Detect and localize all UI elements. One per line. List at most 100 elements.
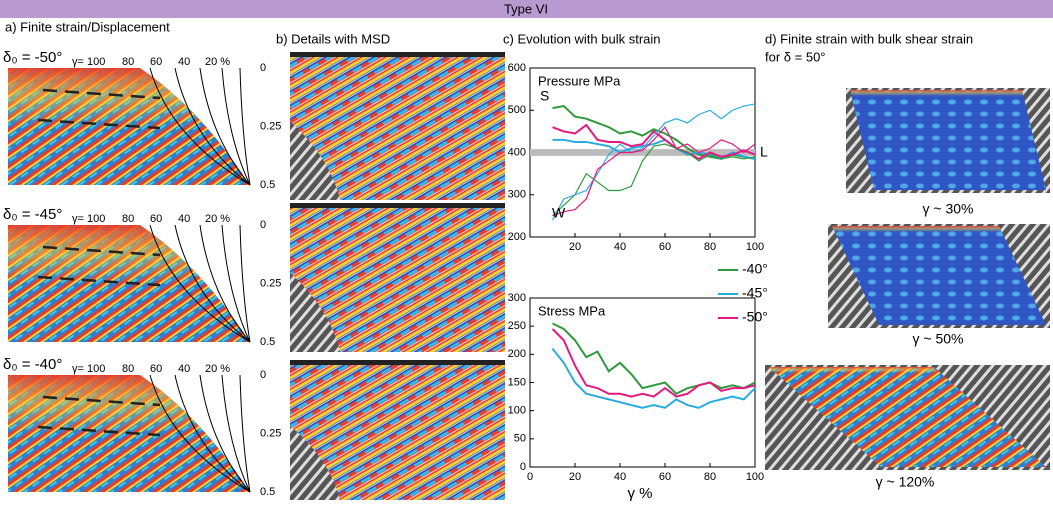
x-tick-label: 40 [614,241,626,253]
top-bar [290,203,505,208]
displacement-curve [221,374,251,493]
x-tick-label: 80 [704,241,716,253]
sheared-block [850,90,1046,190]
series-line [551,103,756,221]
depth-label: 0 [260,219,266,231]
depth-label: 0 [260,62,266,74]
displacement-curve [239,67,251,186]
subpanel-label: δ₀ = -50° [3,49,62,66]
gamma-label: 60 [150,56,162,68]
sheared-block [832,226,1046,325]
depth-label: 0.25 [260,427,281,439]
y-tick-label: 50 [514,433,526,445]
sheared-top [769,367,940,379]
displacement-curve [149,374,251,493]
depth-label: 0.25 [260,120,281,132]
msd-grey [290,121,340,200]
depth-label: 0.5 [260,486,275,498]
legend-label: -45° [742,285,768,301]
sheared-top [850,90,1028,102]
y-tick-label: 300 [508,189,526,201]
x-tick-label: 20 [569,471,581,483]
x-tick-label: 60 [659,241,671,253]
free-surface [140,373,255,492]
sheared-top [832,226,1005,238]
x-axis-label: γ % [628,485,653,502]
gamma-label: 80 [122,213,134,225]
panel-title: a) Finite strain/Displacement [5,19,170,34]
displacement-curve [174,67,251,186]
gamma-label: 60 [150,213,162,225]
gamma-label: 80 [122,56,134,68]
x-tick-label: 100 [746,471,764,483]
reference-band [530,149,755,156]
chart-title: Stress MPa [538,303,606,318]
strain-caption: γ ~ 50% [913,331,964,347]
depth-label: 0 [260,369,266,381]
displacement-curve [149,224,251,343]
x-tick-label: 60 [659,471,671,483]
series-line [552,143,756,217]
series-line [552,322,756,395]
legend-label: -40° [742,261,768,277]
gamma-label: 80 [122,363,134,375]
depth-label: 0.25 [260,277,281,289]
annotation: W [552,205,566,221]
panel-subtitle: for δ = 50° [765,49,826,64]
legend-label: -50° [742,309,768,325]
sheared-block [769,367,1046,467]
msd-grey [290,425,340,500]
gamma-label: 20 % [205,56,230,68]
top-bar [290,52,505,57]
dash-line [37,275,161,287]
displacement-curve [221,224,251,343]
gamma-label: γ= 100 [72,56,105,68]
header-title: Type VI [504,1,548,16]
dash-line [37,425,161,437]
displacement-curve [221,67,251,186]
gamma-label: 40 [178,213,190,225]
gamma-label: 40 [178,363,190,375]
top-bar [290,360,505,365]
x-tick-label: 40 [614,471,626,483]
series-line [552,123,756,160]
y-tick-label: 200 [508,231,526,243]
gamma-label: γ= 100 [72,363,105,375]
x-tick-label: 20 [569,241,581,253]
y-tick-label: 150 [508,376,526,388]
dash-line [42,88,161,100]
y-tick-label: 250 [508,320,526,332]
displacement-curve [199,224,251,343]
gamma-label: 20 % [205,363,230,375]
x-tick-label: 100 [746,241,764,253]
series-line [551,328,756,398]
panel-title: d) Finite strain with bulk shear strain [765,31,973,46]
y-tick-label: 500 [508,104,526,116]
x-tick-label: 80 [704,471,716,483]
y-tick-label: 300 [508,292,526,304]
annotation: S [540,88,549,104]
gamma-label: 40 [178,56,190,68]
subpanel-label: δ₀ = -45° [3,206,62,223]
panel-title: c) Evolution with bulk strain [503,31,661,46]
depth-label: 0.5 [260,179,275,191]
free-surface [140,66,255,185]
panel-title: b) Details with MSD [276,31,390,46]
y-tick-label: 400 [508,146,526,158]
displacement-curve [149,67,251,186]
dash-line [37,118,161,130]
strain-caption: γ ~ 120% [876,474,935,490]
y-tick-label: 0 [520,461,526,473]
gamma-label: 60 [150,363,162,375]
dash-line [42,395,161,407]
displacement-curve [239,224,251,343]
displacement-curve [199,67,251,186]
y-tick-label: 100 [508,405,526,417]
header-bar [0,0,1053,18]
displacement-curve [239,374,251,493]
depth-label: 0.5 [260,336,275,348]
plot-frame [529,297,756,468]
annotation: L [760,144,768,160]
series-line [552,126,756,217]
